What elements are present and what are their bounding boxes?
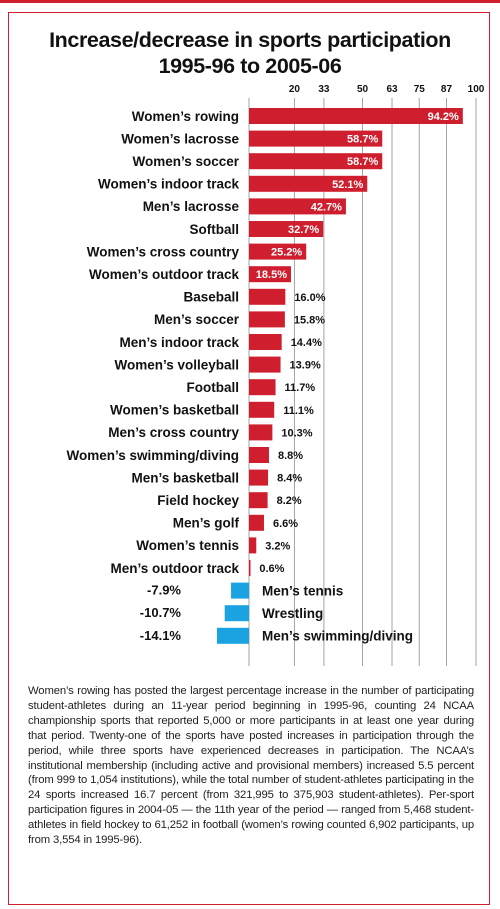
bar bbox=[249, 198, 346, 215]
value-label: 16.0% bbox=[294, 292, 325, 304]
value-label: 3.2% bbox=[265, 540, 290, 552]
value-label: 18.5% bbox=[256, 269, 287, 281]
value-label: 10.3% bbox=[281, 427, 312, 439]
caption-text: Women’s rowing has posted the largest pe… bbox=[28, 685, 474, 847]
bar bbox=[249, 492, 268, 509]
chart-plot: 20 33 50 63 75 87 100 Women’s rowing 94.2%Women… bbox=[66, 84, 485, 666]
category-label: Men’s outdoor track bbox=[110, 561, 239, 576]
bar bbox=[224, 605, 249, 622]
category-label: Football bbox=[187, 380, 240, 395]
category-label: Women’s rowing bbox=[132, 109, 239, 124]
bar bbox=[249, 288, 286, 305]
value-label: 13.9% bbox=[290, 360, 321, 372]
category-label: Men’s lacrosse bbox=[143, 199, 240, 214]
value-label: 8.4% bbox=[277, 473, 302, 485]
bar bbox=[249, 469, 269, 486]
value-label: 15.8% bbox=[294, 314, 325, 326]
labels: Women’s rowing 94.2% Women’s lacrosse 58.7%… bbox=[66, 109, 459, 644]
value-label: 58.7% bbox=[347, 156, 378, 168]
bar bbox=[249, 266, 291, 283]
chart-title-line-1: Increase/decrease in sports participatio… bbox=[49, 28, 451, 52]
x-tick-label: 63 bbox=[386, 84, 398, 95]
category-label: Women’s cross country bbox=[87, 244, 240, 259]
value-label: 8.2% bbox=[277, 495, 302, 507]
category-label: Wrestling bbox=[262, 606, 323, 621]
bar bbox=[249, 130, 383, 147]
category-label: Women’s lacrosse bbox=[121, 131, 239, 146]
value-label: 32.7% bbox=[288, 224, 319, 236]
category-label: Women’s swimming/diving bbox=[66, 448, 239, 463]
category-label: Men’s basketball bbox=[131, 470, 239, 485]
bar bbox=[249, 379, 276, 396]
bar bbox=[249, 560, 251, 576]
bar bbox=[231, 582, 249, 599]
top-rule bbox=[0, 0, 500, 3]
x-tick-label: 33 bbox=[318, 84, 330, 95]
value-label: 52.1% bbox=[332, 179, 363, 191]
value-label: 58.7% bbox=[347, 134, 378, 146]
bar bbox=[249, 221, 324, 237]
bars bbox=[216, 108, 463, 644]
gridlines bbox=[248, 98, 477, 666]
category-label: Women’s soccer bbox=[132, 154, 239, 169]
value-label: 8.8% bbox=[278, 450, 303, 462]
chart-title-line-2: 1995-96 to 2005-06 bbox=[158, 54, 342, 78]
category-label: Women’s outdoor track bbox=[89, 267, 240, 282]
value-label: -14.1% bbox=[140, 628, 182, 643]
x-tick-label: 50 bbox=[357, 84, 369, 95]
x-axis-ticks: 20 33 50 63 75 87 100 bbox=[289, 84, 485, 95]
value-label: 6.6% bbox=[273, 518, 298, 530]
category-label: Field hockey bbox=[157, 493, 239, 508]
category-label: Women’s indoor track bbox=[98, 177, 240, 192]
category-label: Women’s basketball bbox=[110, 403, 239, 418]
value-label: 94.2% bbox=[428, 111, 459, 123]
chart-frame bbox=[8, 12, 490, 905]
bar bbox=[249, 175, 368, 192]
value-label: 14.4% bbox=[291, 337, 322, 349]
bar bbox=[216, 627, 249, 644]
category-label: Men’s golf bbox=[173, 516, 240, 531]
category-label: Men’s swimming/diving bbox=[262, 629, 413, 644]
value-label: 11.1% bbox=[283, 405, 314, 417]
bar bbox=[249, 311, 285, 328]
bar bbox=[249, 153, 383, 170]
bar bbox=[249, 514, 264, 531]
category-label: Men’s soccer bbox=[154, 312, 240, 327]
category-label: Women’s tennis bbox=[136, 538, 239, 553]
bar bbox=[249, 243, 307, 260]
bar bbox=[249, 108, 463, 124]
value-label: 25.2% bbox=[271, 247, 302, 259]
category-label: Men’s tennis bbox=[262, 583, 343, 598]
bar bbox=[249, 447, 269, 463]
bar bbox=[249, 424, 273, 441]
value-label: -10.7% bbox=[140, 605, 182, 620]
bar bbox=[249, 334, 282, 350]
x-tick-label: 20 bbox=[289, 84, 301, 95]
category-label: Baseball bbox=[183, 290, 239, 305]
value-label: 0.6% bbox=[259, 563, 284, 575]
x-tick-label: 100 bbox=[468, 84, 485, 95]
category-label: Women’s volleyball bbox=[114, 357, 239, 372]
bar bbox=[249, 401, 275, 418]
x-tick-label: 87 bbox=[441, 84, 453, 95]
value-label: 42.7% bbox=[311, 201, 342, 213]
category-label: Softball bbox=[190, 222, 240, 237]
category-label: Men’s indoor track bbox=[119, 335, 239, 350]
bar bbox=[249, 537, 257, 554]
value-label: 11.7% bbox=[285, 382, 316, 394]
value-label: -7.9% bbox=[147, 583, 181, 598]
bar bbox=[249, 356, 281, 373]
category-label: Men’s cross country bbox=[108, 425, 239, 440]
x-tick-label: 75 bbox=[414, 84, 426, 95]
